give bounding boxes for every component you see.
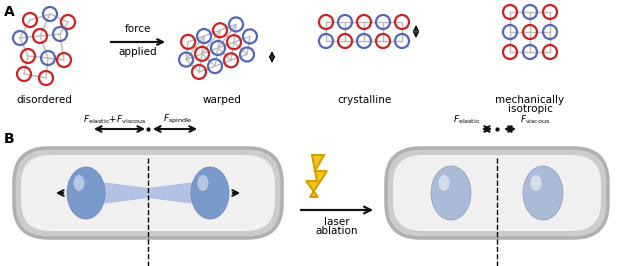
Text: $F_{\rm viscous}$: $F_{\rm viscous}$: [520, 114, 550, 126]
Polygon shape: [86, 180, 210, 206]
Text: $F_{\rm spindle}$: $F_{\rm spindle}$: [164, 113, 193, 126]
Text: $F_{\rm elastic}$: $F_{\rm elastic}$: [453, 114, 481, 126]
Text: disordered: disordered: [16, 95, 72, 105]
Text: B: B: [4, 132, 15, 146]
Text: laser: laser: [324, 217, 350, 227]
Text: mechanically: mechanically: [495, 95, 565, 105]
Text: $F_{\rm elastic}$$+F_{\rm viscous}$: $F_{\rm elastic}$$+F_{\rm viscous}$: [83, 114, 146, 126]
FancyBboxPatch shape: [393, 155, 601, 231]
Ellipse shape: [439, 175, 450, 191]
Text: isotropic: isotropic: [508, 104, 552, 114]
Text: applied: applied: [118, 47, 157, 57]
Text: crystalline: crystalline: [337, 95, 391, 105]
Ellipse shape: [431, 166, 471, 220]
Ellipse shape: [191, 167, 229, 219]
Text: warped: warped: [202, 95, 241, 105]
Text: A: A: [4, 5, 15, 19]
Ellipse shape: [523, 166, 563, 220]
FancyBboxPatch shape: [386, 148, 608, 238]
Text: ablation: ablation: [316, 226, 358, 236]
FancyBboxPatch shape: [14, 148, 282, 238]
Text: force: force: [125, 24, 151, 34]
Ellipse shape: [67, 167, 105, 219]
Ellipse shape: [73, 175, 85, 191]
Polygon shape: [306, 155, 327, 197]
Ellipse shape: [197, 175, 209, 191]
FancyBboxPatch shape: [21, 155, 275, 231]
Ellipse shape: [531, 175, 542, 191]
